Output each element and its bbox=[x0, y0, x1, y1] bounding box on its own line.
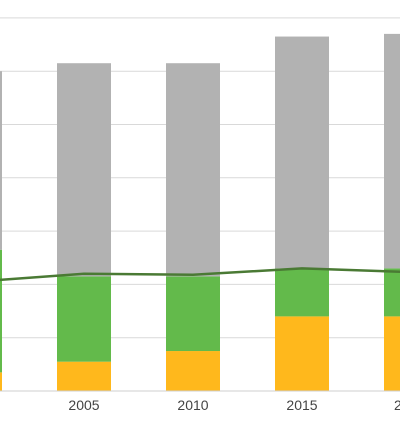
bar-segment bbox=[384, 268, 400, 317]
bar-segment bbox=[384, 33, 400, 269]
bar-segment bbox=[275, 268, 329, 317]
x-tick-label: 2015 bbox=[286, 397, 317, 413]
x-tick-label: 2010 bbox=[177, 397, 208, 413]
trend-lines bbox=[0, 267, 400, 282]
x-tick-label: 2 bbox=[394, 397, 400, 413]
bar-segment bbox=[275, 36, 329, 269]
bar-segment bbox=[384, 316, 400, 391]
bar-segment bbox=[166, 351, 220, 391]
x-axis-labels: 2005 2010 2015 2 bbox=[68, 397, 400, 413]
x-tick-label: 2005 bbox=[68, 397, 99, 413]
bar-segment bbox=[0, 71, 2, 250]
bars bbox=[0, 33, 400, 391]
bar-segment bbox=[57, 63, 111, 277]
trend-line bbox=[0, 267, 400, 282]
bar-segment bbox=[166, 276, 220, 352]
bar-segment bbox=[57, 276, 111, 362]
bar-segment bbox=[0, 372, 2, 391]
bar-segment bbox=[0, 249, 2, 373]
bar-segment bbox=[275, 316, 329, 391]
bar-segment bbox=[166, 63, 220, 277]
bar-segment bbox=[57, 361, 111, 391]
